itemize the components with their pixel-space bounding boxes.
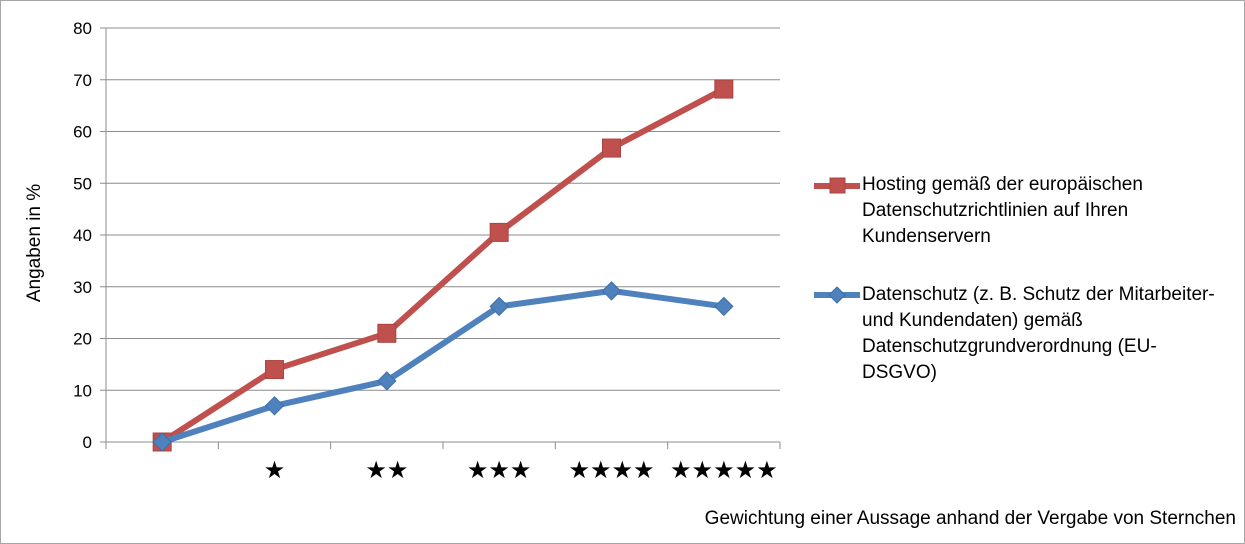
data-point-datenschutz (601, 281, 622, 301)
data-point-datenschutz (264, 396, 285, 416)
series-line-1 (159, 287, 727, 445)
y-tick-label: 10 (73, 381, 92, 400)
data-point-hosting (489, 222, 509, 242)
y-tick-label: 30 (73, 278, 92, 297)
x-tick-label: ★★ (365, 456, 408, 484)
y-tick-label: 20 (73, 330, 92, 349)
x-tick-label: ★ (264, 456, 286, 484)
legend-label-datenschutz: Datenschutz (z. B. Schutz der Mitarbeite… (862, 284, 1215, 383)
data-point-hosting (265, 360, 284, 380)
y-tick-label: 70 (73, 71, 92, 90)
legend-swatch-hosting (814, 177, 860, 194)
x-tick-label: ★★★ (467, 456, 532, 484)
y-tick-label: 80 (73, 19, 92, 38)
y-tick-label: 50 (73, 174, 92, 193)
y-axis-title: Angaben in % (24, 184, 45, 302)
legend-swatch-datenschutz (814, 286, 860, 304)
data-point-datenschutz (714, 296, 734, 317)
data-point-datenschutz (152, 432, 172, 452)
data-point-hosting (377, 323, 397, 343)
x-tick-label: ★★★★ (568, 456, 654, 484)
x-tick-label: ★★★★★ (670, 456, 778, 484)
data-point-datenschutz (489, 296, 509, 317)
y-tick-label: 0 (83, 433, 92, 452)
data-point-datenschutz (377, 371, 397, 391)
x-axis-title: Gewichtung einer Aussage anhand der Verg… (705, 508, 1236, 529)
legend-label-hosting: Hosting gemäß der europäischen Datenschu… (862, 174, 1143, 247)
y-tick-label: 40 (73, 226, 92, 245)
y-tick-label: 60 (73, 123, 92, 142)
series-line-0 (159, 86, 727, 445)
data-point-hosting (714, 79, 734, 99)
data-point-hosting (602, 138, 621, 158)
